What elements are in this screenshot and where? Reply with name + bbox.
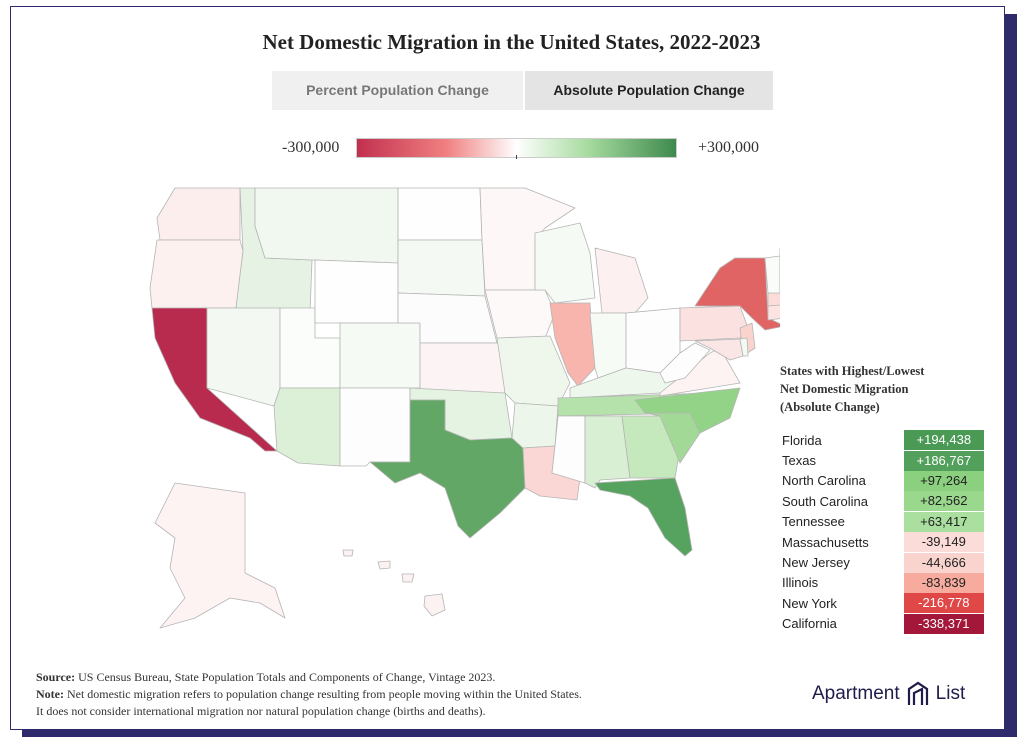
view-tabs: Percent Population Change Absolute Popul… — [272, 71, 773, 110]
row-value: +194,438 — [903, 430, 984, 451]
page-title: Net Domestic Migration in the United Sta… — [262, 30, 761, 54]
state-mississippi[interactable] — [551, 415, 586, 484]
state-wisconsin[interactable] — [534, 222, 596, 304]
brand-left: Apartment — [812, 683, 900, 704]
state-kansas[interactable] — [419, 342, 506, 394]
row-state: Texas — [782, 453, 816, 469]
note-line-2: It does not consider international migra… — [36, 704, 486, 718]
row-state: New Jersey — [782, 555, 850, 571]
state-washington[interactable] — [156, 187, 241, 241]
source-label: Source: — [36, 670, 76, 684]
rank-table: Florida +194,438 Texas +186,767 North Caro… — [778, 430, 984, 634]
legend-max-label: +300,000 — [698, 139, 760, 156]
state-hawaii[interactable] — [342, 549, 446, 617]
state-oregon[interactable] — [149, 239, 244, 309]
state-texas[interactable] — [369, 399, 526, 539]
table-heading-line-1: States with Highest/Lowest — [780, 364, 925, 378]
table-row: Texas +186,767 — [778, 450, 984, 471]
table-heading-line-2: Net Domestic Migration — [780, 382, 909, 396]
table-heading: States with Highest/Lowest Net Domestic … — [780, 362, 980, 416]
table-row: North Carolina +97,264 — [778, 470, 984, 491]
row-value: +97,264 — [903, 470, 984, 491]
brand-mark-icon — [907, 681, 928, 705]
state-indiana[interactable] — [589, 312, 627, 379]
state-massachusetts[interactable] — [767, 288, 780, 307]
row-state: Tennessee — [782, 514, 845, 530]
state-arizona[interactable] — [273, 387, 341, 467]
row-state: North Carolina — [782, 473, 866, 489]
legend-min-label: -300,000 — [282, 139, 340, 156]
source-text: US Census Bureau, State Population Total… — [78, 670, 496, 684]
row-value: -83,839 — [903, 572, 984, 593]
row-value: -39,149 — [903, 532, 984, 553]
state-nevada[interactable] — [206, 307, 281, 407]
row-value: -216,778 — [903, 593, 984, 614]
state-montana[interactable] — [254, 187, 399, 264]
row-state: California — [782, 616, 837, 632]
row-value: +186,767 — [903, 450, 984, 471]
state-pennsylvania[interactable] — [679, 305, 749, 342]
state-vermont[interactable] — [764, 255, 780, 294]
state-north-dakota[interactable] — [397, 187, 483, 241]
row-value: -44,666 — [903, 552, 984, 573]
state-arkansas[interactable] — [511, 402, 559, 449]
table-row: Tennessee +63,417 — [778, 511, 984, 532]
row-state: New York — [782, 595, 837, 611]
source-line: Source: US Census Bureau, State Populati… — [36, 669, 582, 686]
state-west-virginia[interactable] — [659, 342, 711, 384]
row-value: -338,371 — [903, 613, 984, 634]
state-delaware[interactable] — [739, 337, 749, 357]
table-row: Massachusetts -39,149 — [778, 532, 984, 553]
table-row: California -338,371 — [778, 613, 984, 634]
row-state: Florida — [782, 432, 822, 448]
state-new-mexico[interactable] — [339, 387, 411, 467]
row-state: Illinois — [782, 575, 819, 591]
state-alaska[interactable] — [154, 482, 286, 629]
state-south-dakota[interactable] — [397, 239, 486, 297]
apartment-list-logo[interactable]: Apartment List — [812, 681, 965, 707]
state-connecticut[interactable] — [767, 304, 780, 321]
table-row: New Jersey -44,666 — [778, 552, 984, 573]
legend-zero-tick — [516, 155, 517, 159]
tab-absolute-change[interactable]: Absolute Population Change — [525, 71, 773, 110]
state-new-york[interactable] — [694, 257, 780, 331]
state-iowa[interactable] — [484, 289, 556, 339]
table-row: South Carolina +82,562 — [778, 491, 984, 512]
state-michigan[interactable] — [594, 247, 649, 314]
row-state: South Carolina — [782, 493, 868, 509]
state-north-carolina[interactable] — [634, 387, 741, 434]
note-label: Note: — [36, 687, 64, 701]
note-line: Note: Net domestic migration refers to p… — [36, 686, 582, 703]
brand-right: List — [935, 683, 966, 704]
table-row: Florida +194,438 — [778, 430, 984, 451]
note-text: Net domestic migration refers to populat… — [66, 687, 582, 701]
row-value: +63,417 — [903, 511, 984, 532]
state-maryland[interactable] — [694, 338, 744, 361]
row-state: Massachusetts — [782, 534, 869, 550]
table-heading-line-3: (Absolute Change) — [780, 400, 880, 414]
footnotes: Source: US Census Bureau, State Populati… — [36, 669, 582, 720]
tab-percent-change[interactable]: Percent Population Change — [272, 71, 523, 110]
state-florida[interactable] — [594, 477, 693, 557]
state-wyoming[interactable] — [314, 259, 399, 324]
state-georgia[interactable] — [621, 415, 681, 479]
row-value: +82,562 — [903, 491, 984, 512]
state-colorado[interactable] — [339, 322, 421, 389]
table-row: Illinois -83,839 — [778, 572, 984, 593]
us-map — [149, 187, 780, 629]
table-row: New York -216,778 — [778, 593, 984, 614]
